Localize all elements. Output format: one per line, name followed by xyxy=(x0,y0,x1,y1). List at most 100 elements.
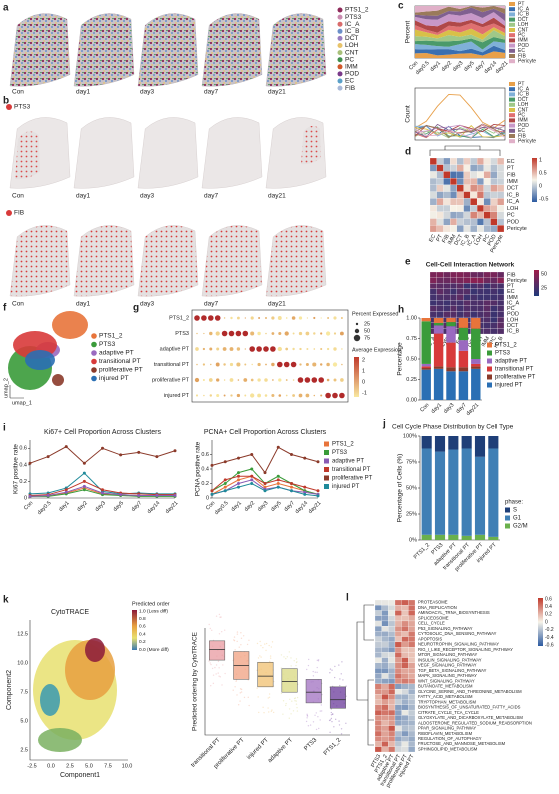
y-tick-label: 0.50 xyxy=(406,356,417,362)
row-label: RIBOFLAVIN_METABOLISM xyxy=(418,731,473,736)
point xyxy=(82,484,86,488)
dot xyxy=(271,362,275,367)
row-label: LOH xyxy=(507,206,518,212)
legend-label: PT xyxy=(518,81,524,87)
heatmap-cell xyxy=(450,198,458,206)
y-tick-label: 1.00 xyxy=(406,315,417,321)
heatmap-cell xyxy=(476,300,484,306)
jitter-point xyxy=(312,670,314,673)
legend-title: Percent Expressed xyxy=(352,311,398,317)
heatmap-cell xyxy=(476,198,484,206)
colorbar xyxy=(532,158,537,202)
jitter-point xyxy=(218,613,221,616)
jitter-point xyxy=(288,708,291,710)
heatmap-cell xyxy=(374,709,382,716)
dot xyxy=(299,347,302,351)
jitter-point xyxy=(256,642,259,645)
dot xyxy=(203,394,205,397)
jitter-point xyxy=(286,656,289,658)
jitter-point xyxy=(210,663,212,666)
heatmap-cell xyxy=(388,736,396,742)
jitter-point xyxy=(339,678,341,680)
dot xyxy=(244,394,247,397)
col-label: LOH xyxy=(474,234,485,247)
x-tick-label: day2 xyxy=(441,60,454,73)
colorbar-label: 50 xyxy=(541,271,547,277)
dot xyxy=(223,363,226,366)
heatmap-cell xyxy=(394,746,402,753)
dot xyxy=(339,331,344,336)
jitter-point xyxy=(269,655,272,657)
tissue-section xyxy=(265,13,327,87)
jitter-point xyxy=(239,700,241,702)
point xyxy=(137,450,141,454)
legend-swatch xyxy=(487,366,492,372)
heatmap-cell xyxy=(470,218,478,226)
jitter-point xyxy=(295,661,298,664)
point xyxy=(250,482,254,485)
dot xyxy=(230,394,233,397)
legend-title: Average Expression xyxy=(352,347,401,353)
jitter-point xyxy=(246,643,249,646)
bar-segment xyxy=(448,449,459,535)
heatmap-cell xyxy=(463,225,471,233)
legend-dot xyxy=(337,7,343,13)
legend-label: IC_B xyxy=(518,12,530,18)
sample-label: day21 xyxy=(268,193,286,200)
bar-segment xyxy=(458,350,469,368)
dot xyxy=(215,362,220,367)
heatmap-cell xyxy=(443,271,451,278)
point xyxy=(155,455,159,459)
legend-label: POD xyxy=(345,71,359,78)
sample-label: day7 xyxy=(204,301,218,308)
heatmap-cell xyxy=(381,610,389,616)
col-label: POD xyxy=(487,234,498,247)
heatmap-cell xyxy=(394,709,402,716)
x-tick-label: day5 xyxy=(112,500,125,513)
legend-label: EC xyxy=(345,78,354,85)
jitter-point xyxy=(233,636,236,638)
point xyxy=(237,474,240,478)
jitter-point xyxy=(260,644,262,647)
legend-swatch xyxy=(509,48,515,53)
heatmap-cell xyxy=(429,300,437,306)
jitter-point xyxy=(341,661,343,663)
dot xyxy=(216,347,220,351)
x-tick-label: day1 xyxy=(429,60,442,73)
tissue-section xyxy=(137,13,199,87)
jitter-point xyxy=(330,714,333,716)
dot xyxy=(242,330,249,337)
legend-label: FIB xyxy=(345,85,355,92)
jitter-point xyxy=(224,672,226,675)
heatmap-cell xyxy=(456,300,464,306)
jitter-point xyxy=(209,662,211,664)
bar-segment xyxy=(446,326,456,343)
heatmap-cell xyxy=(374,605,382,611)
dot xyxy=(278,331,282,336)
point xyxy=(223,489,227,493)
bar-segment xyxy=(421,534,432,540)
x-tick-label: day0.5 xyxy=(214,500,230,516)
dot xyxy=(320,332,323,335)
area-band xyxy=(415,30,505,43)
bar-segment xyxy=(471,318,481,329)
heatmap-cell xyxy=(394,694,402,700)
heatmap-cell xyxy=(381,704,389,711)
axis-arrows xyxy=(9,385,24,399)
legend-label: DCT xyxy=(345,35,358,42)
heatmap-cell xyxy=(463,211,471,219)
heatmap-cell xyxy=(483,211,491,219)
heatmap-cell xyxy=(429,191,437,199)
heatmap-cell xyxy=(450,294,458,301)
bar-segment xyxy=(458,371,469,400)
heatmap-cell xyxy=(381,746,389,753)
jitter-point xyxy=(232,689,234,691)
heatmap-cell xyxy=(456,198,464,206)
legend-swatch xyxy=(509,118,515,123)
heatmap-cell xyxy=(463,283,471,290)
dot xyxy=(285,347,289,351)
heatmap-cell xyxy=(483,164,491,172)
heatmap-cell xyxy=(401,709,409,716)
heatmap-cell xyxy=(401,647,409,653)
bar-segment xyxy=(446,322,456,327)
